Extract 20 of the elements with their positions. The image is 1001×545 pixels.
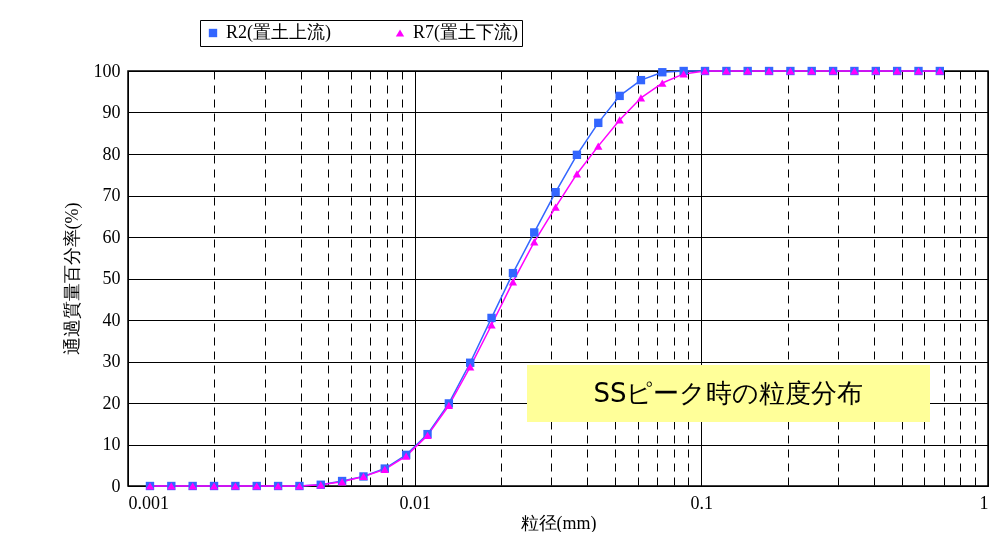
- y-tick-label: 90: [102, 102, 121, 122]
- legend-label: R2(置土上流): [226, 22, 331, 43]
- y-tick-label: 0: [111, 475, 121, 496]
- y-tick-label: 30: [102, 351, 121, 371]
- y-tick-label: 40: [102, 309, 121, 330]
- x-tick-label: 0.1: [690, 492, 714, 513]
- x-tick-label: 1: [979, 492, 989, 513]
- y-tick-label: 60: [102, 226, 121, 247]
- y-tick-label: 70: [102, 185, 121, 205]
- x-tick-label: 0.001: [128, 492, 169, 513]
- y-tick-label: 80: [102, 143, 121, 164]
- x-tick-label: 0.01: [399, 492, 431, 513]
- note-box: SSピーク時の粒度分布: [527, 365, 930, 422]
- y-tick-label: 10: [102, 434, 121, 454]
- y-tick-label: 100: [93, 60, 121, 81]
- x-axis-title: 粒径(mm): [520, 512, 597, 534]
- legend-label: R7(置土下流): [413, 22, 518, 43]
- y-tick-label: 20: [102, 392, 121, 413]
- y-tick-label: 50: [102, 268, 121, 288]
- y-axis-title: 通過質量百分率(%): [61, 202, 83, 356]
